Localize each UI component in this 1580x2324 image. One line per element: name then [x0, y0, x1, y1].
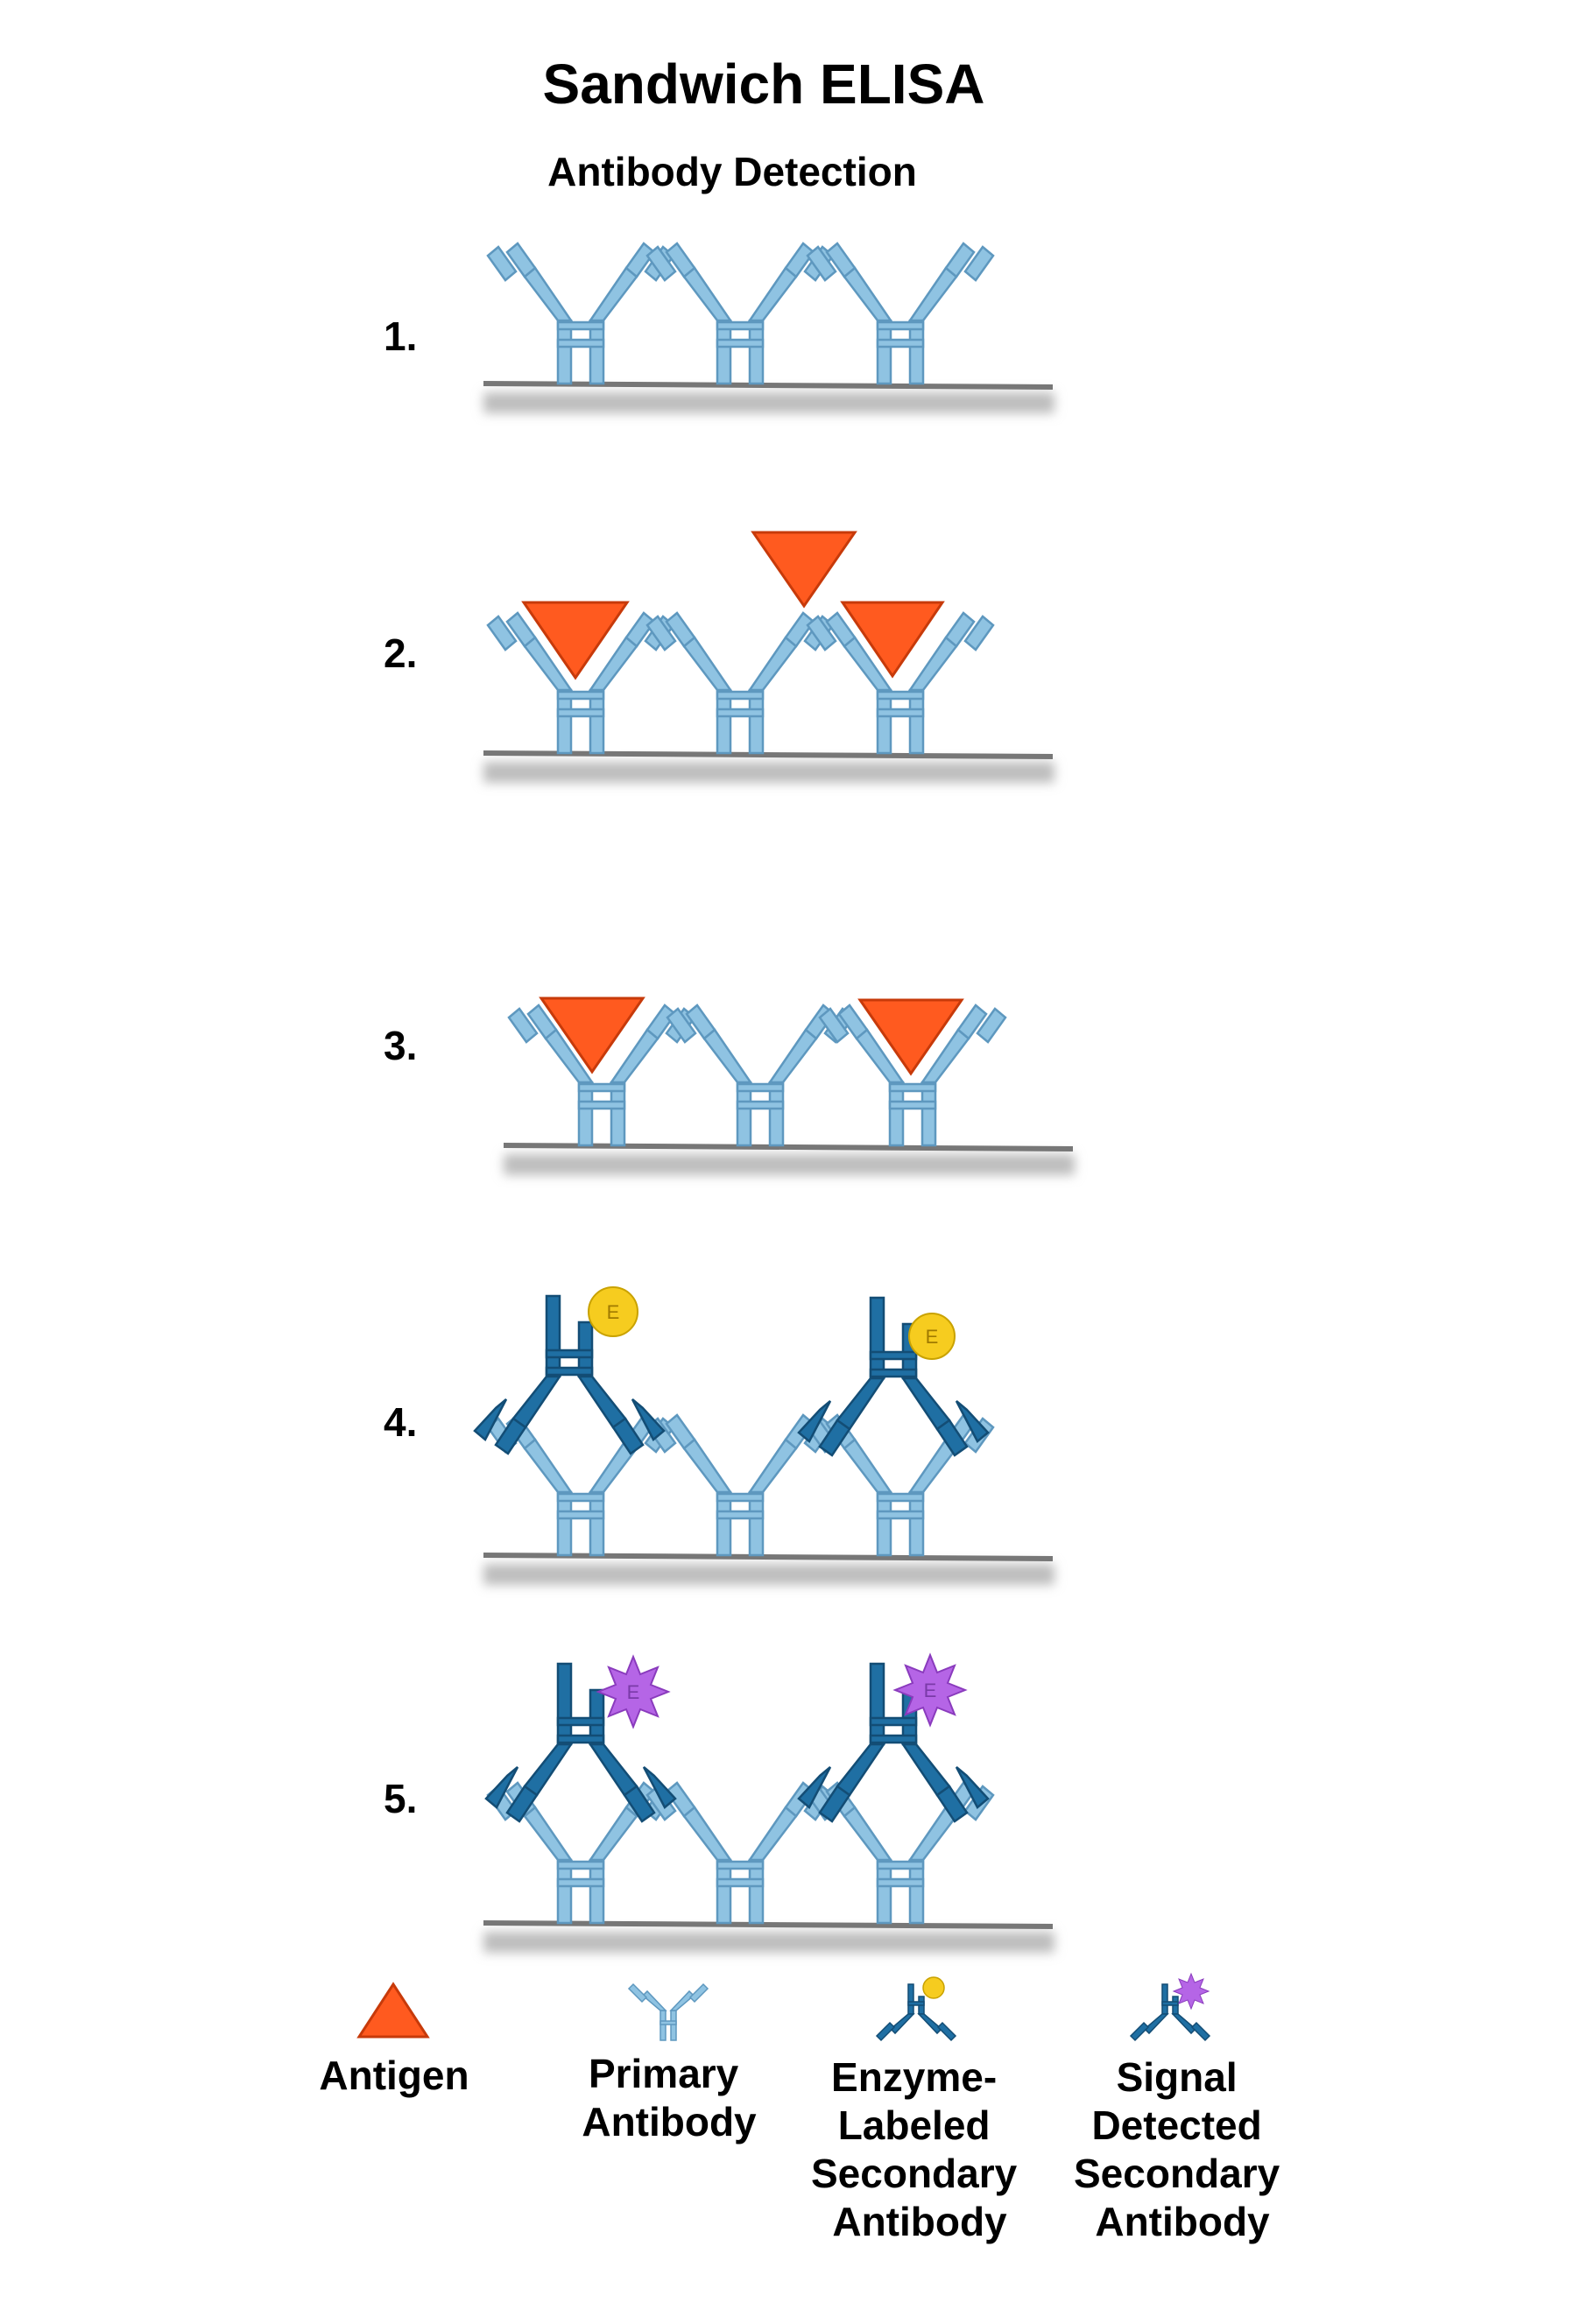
enzyme-legend-dot	[922, 1976, 945, 1999]
legend-enzyme-labeled-secondary-antibody: Enzyme- Labeled Secondary Antibody	[811, 1976, 1028, 2244]
antigen-triangle	[751, 531, 857, 609]
step-3-label: 3.	[384, 1023, 417, 1068]
signal-burst	[596, 1654, 671, 1729]
page-subtitle: Antibody Detection	[547, 149, 917, 194]
plate-shadow	[483, 392, 1055, 413]
step-1: 1.	[384, 242, 1055, 413]
plate-shadow	[483, 762, 1055, 783]
legend-primary-line-2: Antibody	[582, 2099, 757, 2144]
signal-legend-burst	[1172, 1972, 1210, 2011]
svg-text:Primary Antibody: Primary Antibody	[582, 2051, 757, 2144]
plate-surface	[483, 1553, 1054, 1561]
signal-detected-secondary-antibody: E	[797, 1652, 990, 1823]
primary-antibody-legend-icon	[628, 1983, 709, 2041]
enzyme-label	[588, 1286, 638, 1337]
signal-burst	[892, 1652, 968, 1728]
legend-enzyme-line-2: Labeled	[838, 2102, 991, 2148]
step-2-label: 2.	[384, 630, 417, 676]
legend-primary-antibody: Primary Antibody	[582, 1983, 757, 2144]
enzyme-label-letter: E	[607, 1301, 620, 1323]
svg-text:Enzyme- Labeled: Enzyme- Labeled Secondary Antibody	[811, 2054, 1028, 2244]
legend-signal-line-3: Secondary	[1074, 2151, 1280, 2196]
legend-signal-line-1: Signal	[1117, 2054, 1238, 2100]
legend-signal-line-2: Detected	[1091, 2102, 1261, 2148]
page-title: Sandwich ELISA	[543, 53, 985, 116]
signal-secondary-legend-icon	[1130, 1972, 1210, 2041]
legend-signal-detected-secondary-antibody: Signal Detected Secondary Antibody	[1074, 1972, 1291, 2244]
signal-detected-secondary-antibody: E	[484, 1654, 677, 1823]
legend-signal-line-4: Antibody	[1095, 2199, 1270, 2244]
signal-burst-letter: E	[627, 1681, 640, 1703]
enzyme-label	[908, 1313, 956, 1360]
plate-shadow	[483, 1932, 1055, 1953]
legend-enzyme-line-4: Antibody	[832, 2199, 1007, 2244]
antigen-triangle	[539, 997, 645, 1074]
plate-surface	[483, 1920, 1054, 1929]
antigen-legend-icon	[356, 1982, 430, 2039]
antigen-triangle	[840, 601, 945, 679]
enzyme-label-letter: E	[926, 1326, 939, 1348]
legend-antigen-label: Antigen	[319, 2053, 469, 2098]
legend-enzyme-line-1: Enzyme-	[831, 2054, 997, 2100]
plate-surface	[483, 750, 1054, 759]
legend-antigen: Antigen	[319, 1982, 469, 2098]
plate-shadow	[504, 1154, 1075, 1175]
plate-shadow	[483, 1564, 1055, 1585]
step-1-label: 1.	[384, 313, 417, 359]
step-4-label: 4.	[384, 1399, 417, 1445]
step-5-label: 5.	[384, 1776, 417, 1821]
enzyme-labeled-secondary-antibody: E	[473, 1286, 666, 1455]
primary-antibody	[645, 242, 835, 385]
step-5: 5. E E	[384, 1652, 1055, 1953]
primary-antibody	[645, 611, 835, 755]
antigen-triangle	[521, 601, 630, 680]
svg-text:Signal Detected: Signal Detected Secondary Antibody	[1074, 2054, 1291, 2244]
enzyme-labeled-secondary-antibody: E	[797, 1296, 990, 1457]
legend-enzyme-line-3: Secondary	[811, 2151, 1018, 2196]
step-4: 4. E E	[384, 1286, 1055, 1585]
primary-antibody	[806, 242, 995, 385]
step-2: 2.	[384, 531, 1055, 783]
step-3: 3.	[384, 997, 1075, 1175]
plate-surface	[503, 1143, 1074, 1151]
legend-primary-line-1: Primary	[589, 2051, 739, 2096]
primary-antibody	[486, 242, 675, 385]
antigen-triangle	[857, 998, 964, 1076]
signal-burst-letter: E	[924, 1680, 937, 1701]
enzyme-secondary-legend-icon	[876, 1976, 956, 2041]
plate-surface	[483, 381, 1054, 390]
legend: Antigen Primary Antibody Enzyme- Labeled…	[319, 1972, 1291, 2244]
